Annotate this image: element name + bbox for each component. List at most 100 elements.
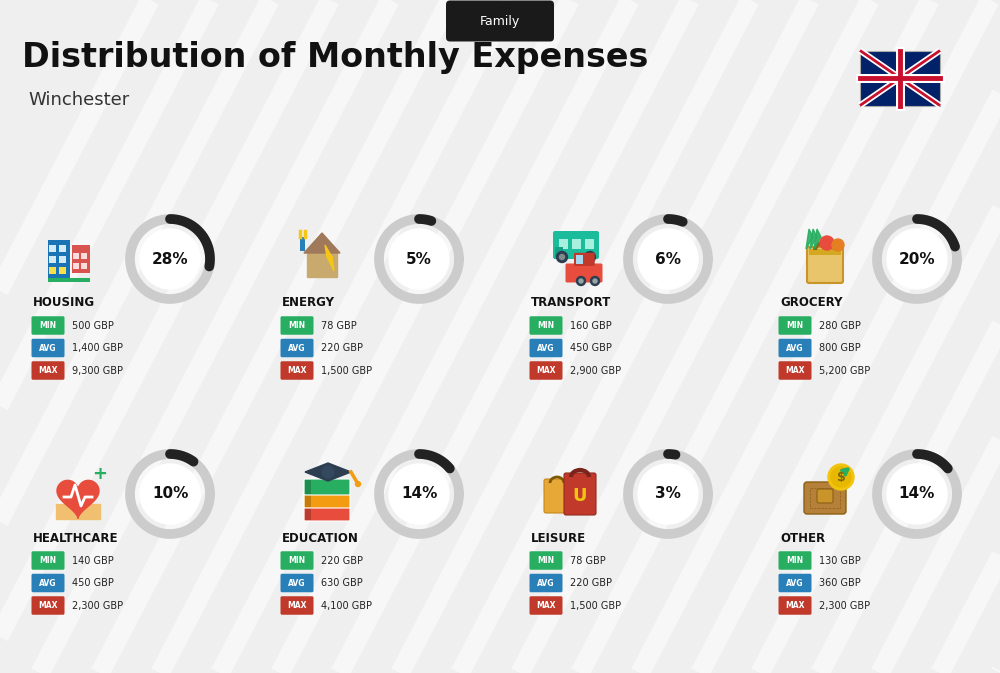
Circle shape — [322, 466, 334, 478]
Circle shape — [576, 277, 586, 285]
Text: 1,400 GBP: 1,400 GBP — [72, 343, 123, 353]
FancyBboxPatch shape — [280, 596, 314, 614]
Text: AVG: AVG — [288, 343, 306, 353]
FancyBboxPatch shape — [778, 551, 812, 570]
Circle shape — [887, 464, 947, 524]
Circle shape — [140, 229, 200, 289]
Circle shape — [638, 464, 698, 524]
Circle shape — [593, 279, 597, 283]
Text: 5%: 5% — [406, 252, 432, 267]
Text: MIN: MIN — [786, 321, 804, 330]
FancyBboxPatch shape — [564, 473, 596, 515]
Text: MIN: MIN — [288, 556, 306, 565]
Text: Family: Family — [480, 15, 520, 28]
Text: AVG: AVG — [537, 579, 555, 588]
Text: AVG: AVG — [288, 579, 306, 588]
FancyBboxPatch shape — [49, 267, 56, 274]
Text: MAX: MAX — [536, 601, 556, 610]
FancyBboxPatch shape — [555, 247, 563, 257]
FancyBboxPatch shape — [530, 316, 562, 334]
FancyBboxPatch shape — [48, 240, 70, 278]
Text: 450 GBP: 450 GBP — [570, 343, 612, 353]
Circle shape — [588, 254, 592, 260]
Text: 28%: 28% — [152, 252, 188, 267]
Polygon shape — [327, 257, 334, 271]
FancyBboxPatch shape — [59, 245, 66, 252]
Circle shape — [140, 464, 200, 524]
FancyBboxPatch shape — [446, 1, 554, 42]
FancyBboxPatch shape — [530, 339, 562, 357]
FancyBboxPatch shape — [32, 551, 64, 570]
Circle shape — [389, 229, 449, 289]
FancyBboxPatch shape — [304, 479, 350, 495]
Text: 500 GBP: 500 GBP — [72, 320, 114, 330]
FancyBboxPatch shape — [73, 252, 78, 259]
Text: MIN: MIN — [288, 321, 306, 330]
FancyBboxPatch shape — [32, 316, 64, 334]
FancyBboxPatch shape — [576, 255, 583, 264]
Circle shape — [820, 236, 834, 250]
Text: U: U — [573, 487, 587, 505]
FancyBboxPatch shape — [530, 574, 562, 592]
FancyBboxPatch shape — [59, 267, 66, 274]
Text: MAX: MAX — [785, 366, 805, 375]
Polygon shape — [814, 229, 821, 249]
Text: AVG: AVG — [537, 343, 555, 353]
FancyBboxPatch shape — [305, 506, 311, 520]
Text: 280 GBP: 280 GBP — [819, 320, 861, 330]
Text: 140 GBP: 140 GBP — [72, 555, 114, 565]
Polygon shape — [325, 245, 332, 257]
FancyBboxPatch shape — [32, 574, 64, 592]
FancyBboxPatch shape — [32, 361, 64, 380]
Text: MAX: MAX — [38, 601, 58, 610]
FancyBboxPatch shape — [280, 574, 314, 592]
Text: 78 GBP: 78 GBP — [570, 555, 606, 565]
FancyBboxPatch shape — [778, 574, 812, 592]
FancyBboxPatch shape — [559, 239, 568, 249]
Text: 450 GBP: 450 GBP — [72, 578, 114, 588]
Text: 4,100 GBP: 4,100 GBP — [321, 600, 372, 610]
Text: 14%: 14% — [401, 487, 437, 501]
FancyBboxPatch shape — [530, 596, 562, 614]
Circle shape — [389, 464, 449, 524]
Circle shape — [560, 254, 564, 260]
FancyBboxPatch shape — [530, 361, 562, 380]
Text: $: $ — [837, 470, 845, 483]
Circle shape — [590, 277, 600, 285]
Text: +: + — [92, 465, 108, 483]
Text: GROCERY: GROCERY — [780, 297, 842, 310]
Text: MIN: MIN — [537, 556, 555, 565]
Circle shape — [355, 481, 360, 487]
Text: AVG: AVG — [39, 579, 57, 588]
FancyBboxPatch shape — [305, 480, 311, 494]
FancyBboxPatch shape — [280, 316, 314, 334]
FancyBboxPatch shape — [778, 316, 812, 334]
Polygon shape — [307, 253, 337, 277]
Text: TRANSPORT: TRANSPORT — [531, 297, 611, 310]
Text: MIN: MIN — [39, 321, 57, 330]
Text: Winchester: Winchester — [28, 91, 129, 109]
FancyBboxPatch shape — [778, 596, 812, 614]
Text: HEALTHCARE: HEALTHCARE — [33, 532, 119, 544]
Text: MAX: MAX — [287, 366, 307, 375]
Text: 130 GBP: 130 GBP — [819, 555, 861, 565]
Text: 220 GBP: 220 GBP — [321, 343, 363, 353]
Text: 78 GBP: 78 GBP — [321, 320, 357, 330]
Text: MIN: MIN — [786, 556, 804, 565]
FancyBboxPatch shape — [300, 237, 304, 251]
Circle shape — [556, 252, 568, 262]
Polygon shape — [806, 229, 813, 249]
FancyBboxPatch shape — [49, 245, 56, 252]
Text: Distribution of Monthly Expenses: Distribution of Monthly Expenses — [22, 42, 648, 75]
Polygon shape — [304, 233, 340, 253]
Polygon shape — [57, 481, 99, 518]
FancyBboxPatch shape — [574, 253, 595, 266]
Text: 220 GBP: 220 GBP — [570, 578, 612, 588]
Text: AVG: AVG — [39, 343, 57, 353]
FancyBboxPatch shape — [553, 231, 599, 259]
FancyBboxPatch shape — [81, 262, 87, 269]
Text: 800 GBP: 800 GBP — [819, 343, 861, 353]
Circle shape — [584, 252, 596, 262]
Text: MAX: MAX — [287, 601, 307, 610]
FancyBboxPatch shape — [32, 596, 64, 614]
